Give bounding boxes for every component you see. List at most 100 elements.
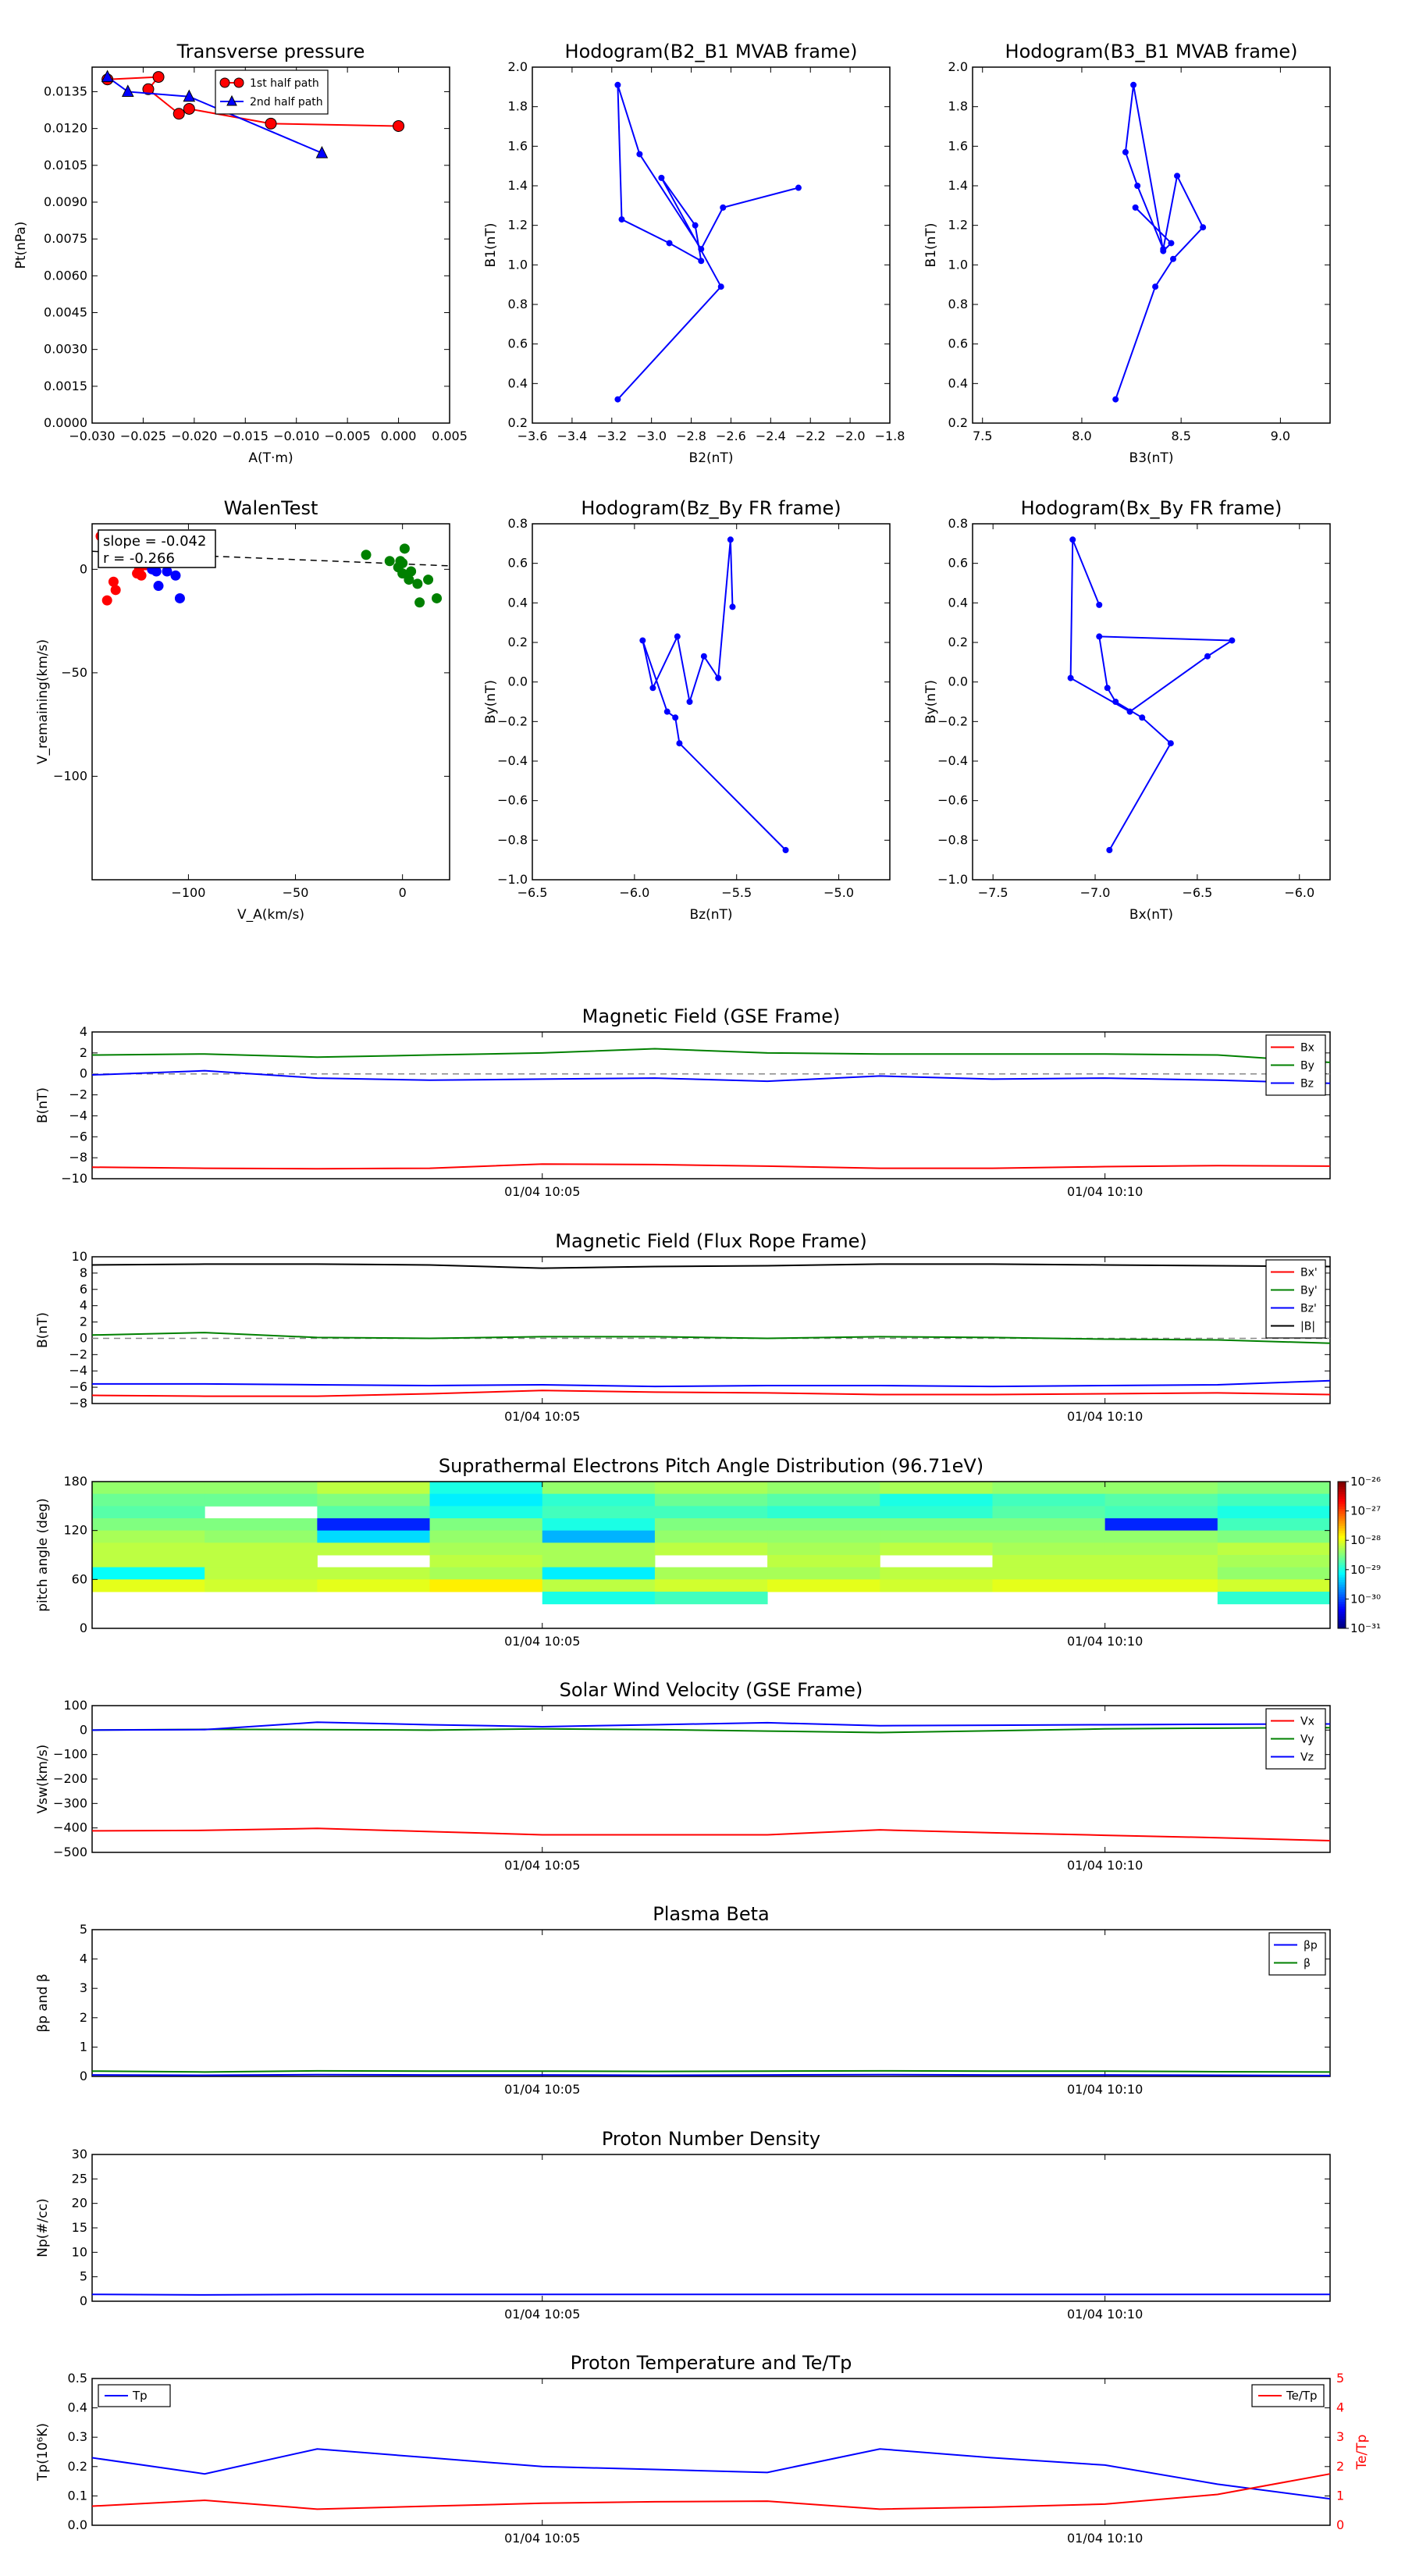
heatmap-cell xyxy=(317,1518,431,1532)
colorbar-segment xyxy=(1338,1579,1346,1582)
y-axis-label: B(nT) xyxy=(35,1312,51,1348)
data-point xyxy=(614,81,621,88)
heatmap-cell xyxy=(654,1579,768,1592)
y2-tick-label: 3 xyxy=(1336,2429,1344,2444)
data-point xyxy=(658,174,665,181)
y2-tick-label: 1 xyxy=(1336,2488,1344,2503)
x-tick-label: 8.0 xyxy=(1072,429,1091,443)
y-tick-label: 30 xyxy=(72,2147,87,2161)
colorbar-segment xyxy=(1338,1535,1346,1539)
series-line xyxy=(92,1379,1331,1388)
x-tick-label: −2.0 xyxy=(835,429,866,443)
colorbar-segment xyxy=(1338,1542,1346,1546)
colorbar-segment xyxy=(1338,1586,1346,1590)
y-tick-label: 0.0030 xyxy=(44,342,87,357)
y-axis-label: B(nT) xyxy=(35,1087,51,1123)
heatmap-cell xyxy=(1217,1506,1331,1519)
colorbar-segment xyxy=(1338,1484,1346,1487)
heatmap-cell xyxy=(992,1555,1106,1568)
colorbar-segment xyxy=(1338,1614,1346,1617)
colorbar-segment xyxy=(1338,1528,1346,1532)
y-tick-label: −500 xyxy=(53,1845,87,1859)
y-tick-label: 4 xyxy=(80,1298,87,1313)
y-tick-label: 0.0015 xyxy=(44,379,87,393)
series-line xyxy=(91,2069,1331,2073)
y-tick-label: −0.4 xyxy=(497,753,528,768)
chart-mag_fr: Magnetic Field (Flux Rope Frame) 01/04 10… xyxy=(35,1230,1331,1424)
y-tick-label: 0 xyxy=(80,1066,87,1081)
heatmap-cell xyxy=(654,1482,768,1495)
heatmap-cell xyxy=(1104,1542,1218,1556)
data-point xyxy=(692,222,699,229)
heatmap-cell xyxy=(880,1518,993,1532)
y-tick-label: 1.2 xyxy=(508,218,528,233)
plot-frame xyxy=(91,1705,1331,1853)
colorbar-segment xyxy=(1338,1530,1346,1534)
data-point xyxy=(729,603,736,610)
x-tick-label: −1.8 xyxy=(875,429,905,443)
colorbar-segment xyxy=(1338,1532,1346,1536)
legend-label: Bx xyxy=(1300,1042,1314,1055)
data-point xyxy=(423,575,434,585)
data-point xyxy=(183,89,196,102)
data-point xyxy=(1152,283,1159,290)
heatmap-cell xyxy=(767,1542,880,1556)
plot-frame xyxy=(91,2154,1331,2302)
y2-tick-label: 2 xyxy=(1336,2459,1344,2474)
heatmap-cell xyxy=(880,1506,993,1519)
heatmap-cell xyxy=(1104,1579,1218,1592)
x-tick-label: −0.030 xyxy=(69,429,115,443)
colorbar-segment xyxy=(1338,1501,1346,1504)
y2-tick-label: 5 xyxy=(1336,2371,1344,2386)
y-axis-label: By(nT) xyxy=(483,680,499,724)
y-tick-label: 1.2 xyxy=(948,218,968,233)
data-point xyxy=(686,699,693,705)
y-tick-label: 6 xyxy=(80,1282,87,1297)
legend-label: 1st half path xyxy=(250,77,319,90)
colorbar-segment xyxy=(1338,1555,1346,1558)
colorbar-segment xyxy=(1338,1482,1346,1485)
heatmap-cell xyxy=(1104,1482,1218,1495)
colorbar-segment xyxy=(1338,1523,1346,1526)
heatmap-cell xyxy=(429,1579,543,1592)
y-tick-label: 0.0 xyxy=(68,2517,87,2532)
y-tick-label: −2 xyxy=(69,1087,87,1102)
legend-box xyxy=(1265,1259,1326,1339)
heatmap-cell xyxy=(542,1567,656,1580)
colorbar-tick-label: 10⁻²⁸ xyxy=(1350,1533,1381,1547)
y-tick-label: −4 xyxy=(69,1363,87,1378)
data-point xyxy=(397,557,408,568)
y-tick-label: 0.4 xyxy=(508,595,528,610)
data-point xyxy=(674,633,681,640)
colorbar-segment xyxy=(1338,1618,1346,1622)
legend-marker xyxy=(219,77,230,88)
heatmap-cell xyxy=(317,1530,431,1543)
series-line xyxy=(91,2073,1331,2076)
legend-label: Vx xyxy=(1300,1716,1314,1728)
series-line xyxy=(91,1827,1331,1841)
heatmap-cell xyxy=(1104,1567,1218,1580)
y-tick-label: 1.0 xyxy=(948,257,968,272)
data-point xyxy=(1096,601,1103,608)
plot-frame xyxy=(972,66,1331,424)
chart-title: Magnetic Field (GSE Frame) xyxy=(582,1005,841,1027)
x-tick-label: −3.6 xyxy=(518,429,548,443)
legend-label: Bx' xyxy=(1300,1267,1318,1279)
y-tick-label: 0.0045 xyxy=(44,304,87,319)
series-line xyxy=(1069,539,1235,851)
colorbar-segment xyxy=(1338,1557,1346,1560)
y-tick-label: −100 xyxy=(53,1747,87,1762)
plot-frame xyxy=(532,523,891,881)
data-point xyxy=(672,714,679,721)
x-axis-label: Bx(nT) xyxy=(1129,907,1173,923)
series-line xyxy=(91,2293,1330,2296)
data-point xyxy=(1104,685,1111,692)
heatmap-cell xyxy=(654,1567,768,1580)
data-point xyxy=(676,740,683,747)
data-point xyxy=(666,240,673,247)
legend-label: Vz xyxy=(1300,1752,1314,1764)
y-tick-label: −50 xyxy=(61,665,87,680)
chart-tp: Transverse pressure −0.030 −0.025 −0.020 −0.… xyxy=(13,41,468,466)
y-tick-label: 0 xyxy=(80,1722,87,1737)
